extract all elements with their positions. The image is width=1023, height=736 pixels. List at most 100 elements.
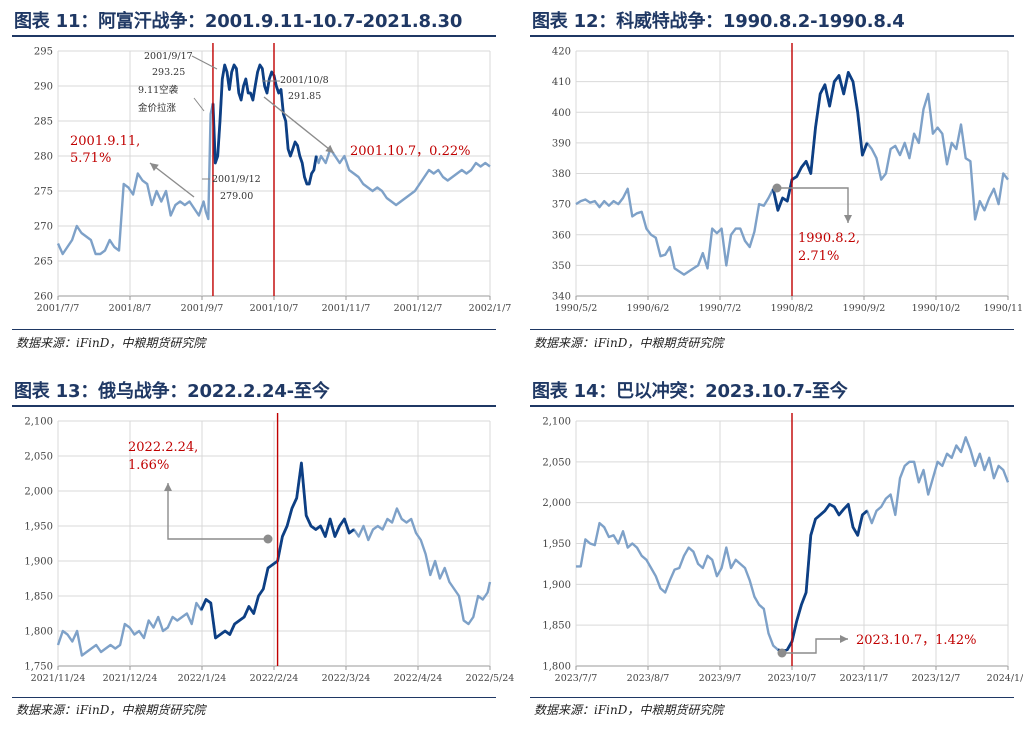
y-tick-label: 260 (34, 292, 53, 303)
annotation-label: 5.71% (70, 151, 111, 166)
annotation-arrow (782, 638, 848, 654)
x-tick-label: 2022/3/24 (322, 673, 371, 684)
title-divider (12, 405, 496, 407)
x-tick-label: 1990/6/2 (627, 303, 670, 314)
annotation-label: 1990.8.2, (798, 231, 860, 246)
y-tick-label: 290 (34, 82, 53, 93)
annotation-arrow (149, 162, 195, 198)
arrow-head (840, 635, 848, 643)
annotation-label: 279.00 (220, 191, 253, 202)
x-tick-label: 2001/9/7 (181, 303, 224, 314)
x-tick-label: 2021/11/24 (31, 673, 86, 684)
x-tick-label: 2022/2/24 (250, 673, 299, 684)
x-tick-label: 2023/7/7 (555, 673, 598, 684)
annotation-arrow (263, 96, 335, 154)
y-tick-label: 400 (552, 108, 571, 119)
x-tick-label: 2024/1/7 (987, 673, 1023, 684)
y-tick-label: 2,000 (24, 487, 53, 498)
series-highlight-line (211, 63, 318, 186)
x-tick-label: 2001/7/7 (37, 303, 80, 314)
chart-plot-israel-palestine: 1,800 1,850 1,900 1,950 2,000 2,050 2,100 2023/… (542, 413, 1023, 684)
y-tick-label: 285 (34, 117, 53, 128)
annotation-label: 293.25 (152, 67, 185, 78)
chart-title: 图表 14：巴以冲突：2023.10.7-至今 (532, 381, 848, 402)
arrow-head (164, 483, 172, 491)
chart-panel-afghan: 图表 11：阿富汗战争：2001.9.11-10.7-2021.8.30 260… (12, 5, 511, 360)
arrow-head (325, 144, 334, 153)
annotation-arrow (777, 187, 849, 223)
x-tick-label: 1990/5/2 (555, 303, 598, 314)
annotation-arrow (167, 483, 268, 540)
x-tick-label: 2023/10/7 (768, 673, 817, 684)
annotation-label: 1.66% (128, 458, 169, 473)
y-tick-label: 1,950 (542, 539, 571, 550)
title-divider (530, 405, 1014, 407)
annotation-label: 2001/10/8 (280, 75, 329, 86)
y-tick-label: 1,850 (542, 621, 571, 632)
x-tick-label: 2022/4/24 (394, 673, 443, 684)
x-tick-label: 2022/5/24 (466, 673, 515, 684)
source-divider (530, 329, 1014, 330)
y-tick-label: 420 (552, 47, 571, 58)
y-tick-label: 390 (552, 138, 571, 149)
chart-panel-russia-ukraine: 图表 13：俄乌战争：2022.2.24-至今 1,750 1,800 1,850 1… (12, 375, 514, 730)
arrow-head (844, 215, 852, 223)
y-tick-label: 1,900 (542, 580, 571, 591)
y-tick-label: 2,100 (542, 417, 571, 428)
x-tick-label: 2001/11/7 (322, 303, 371, 314)
y-tick-label: 295 (34, 47, 53, 58)
annotation-label: 2.71% (798, 249, 839, 264)
annotation-label: 2022.2.24, (128, 440, 198, 455)
y-tick-label: 1,800 (24, 627, 53, 638)
y-tick-label: 2,100 (24, 417, 53, 428)
leader-line (191, 55, 218, 70)
title-divider (530, 35, 1014, 37)
x-tick-label: 2023/8/7 (627, 673, 670, 684)
annotation-label: 2023.10.7，1.42% (856, 633, 976, 648)
x-tick-label: 1990/8/2 (771, 303, 814, 314)
chart-plot-afghan: 260 265 270 275 280 285 290 295 2001/7/7 2001/8/7… (34, 43, 511, 314)
x-tick-label: 2002/1/7 (469, 303, 512, 314)
y-tick-label: 270 (34, 222, 53, 233)
x-tick-label: 2023/11/7 (840, 673, 889, 684)
annotation-label: 金价拉涨 (138, 102, 177, 114)
y-tick-label: 1,750 (24, 662, 53, 673)
y-tick-label: 2,000 (542, 498, 571, 509)
y-tick-label: 350 (552, 261, 571, 272)
y-tick-label: 1,950 (24, 522, 53, 533)
source-note: 数据来源：iFinD，中粮期货研究院 (16, 336, 206, 350)
chart-title: 图表 11：阿富汗战争：2001.9.11-10.7-2021.8.30 (14, 11, 463, 32)
series-highlight-line (771, 71, 869, 212)
title-divider (12, 35, 496, 37)
y-tick-label: 380 (552, 169, 571, 180)
arrow-head (150, 163, 159, 172)
source-divider (530, 697, 1014, 698)
y-tick-label: 280 (34, 152, 53, 163)
leader-line (193, 97, 205, 112)
x-tick-label: 2022/1/24 (178, 673, 227, 684)
y-tick-label: 410 (552, 77, 571, 88)
x-tick-label: 1990/11/2 (984, 303, 1023, 314)
y-tick-label: 1,850 (24, 592, 53, 603)
y-tick-label: 265 (34, 257, 53, 268)
x-tick-label: 2001/12/7 (394, 303, 443, 314)
annotation-label: 291.85 (288, 91, 321, 102)
y-tick-label: 275 (34, 187, 53, 198)
y-tick-label: 2,050 (24, 452, 53, 463)
y-tick-label: 340 (552, 292, 571, 303)
chart-panel-israel-palestine: 图表 14：巴以冲突：2023.10.7-至今 1,800 1,850 1,900 1… (530, 375, 1023, 730)
x-tick-label: 2023/12/7 (912, 673, 961, 684)
x-tick-label: 2021/12/24 (103, 673, 158, 684)
source-note: 数据来源：iFinD，中粮期货研究院 (534, 336, 724, 350)
y-tick-label: 1,900 (24, 557, 53, 568)
chart-plot-kuwait: 340 350 360 370 380 390 400 410 420 1990/5/2 1990/… (552, 43, 1023, 314)
source-divider (12, 329, 496, 330)
y-tick-label: 2,050 (542, 457, 571, 468)
y-tick-label: 360 (552, 230, 571, 241)
chart-plot-russia-ukraine: 1,750 1,800 1,850 1,900 1,950 2,000 2,050 2,100… (24, 413, 514, 684)
x-tick-label: 1990/9/2 (843, 303, 886, 314)
chart-title: 图表 12：科威特战争：1990.8.2-1990.8.4 (532, 11, 905, 32)
chart-panel-kuwait: 图表 12：科威特战争：1990.8.2-1990.8.4 340 350 360 3… (530, 5, 1023, 360)
source-note: 数据来源：iFinD，中粮期货研究院 (16, 703, 206, 717)
source-note: 数据来源：iFinD，中粮期货研究院 (534, 703, 724, 717)
